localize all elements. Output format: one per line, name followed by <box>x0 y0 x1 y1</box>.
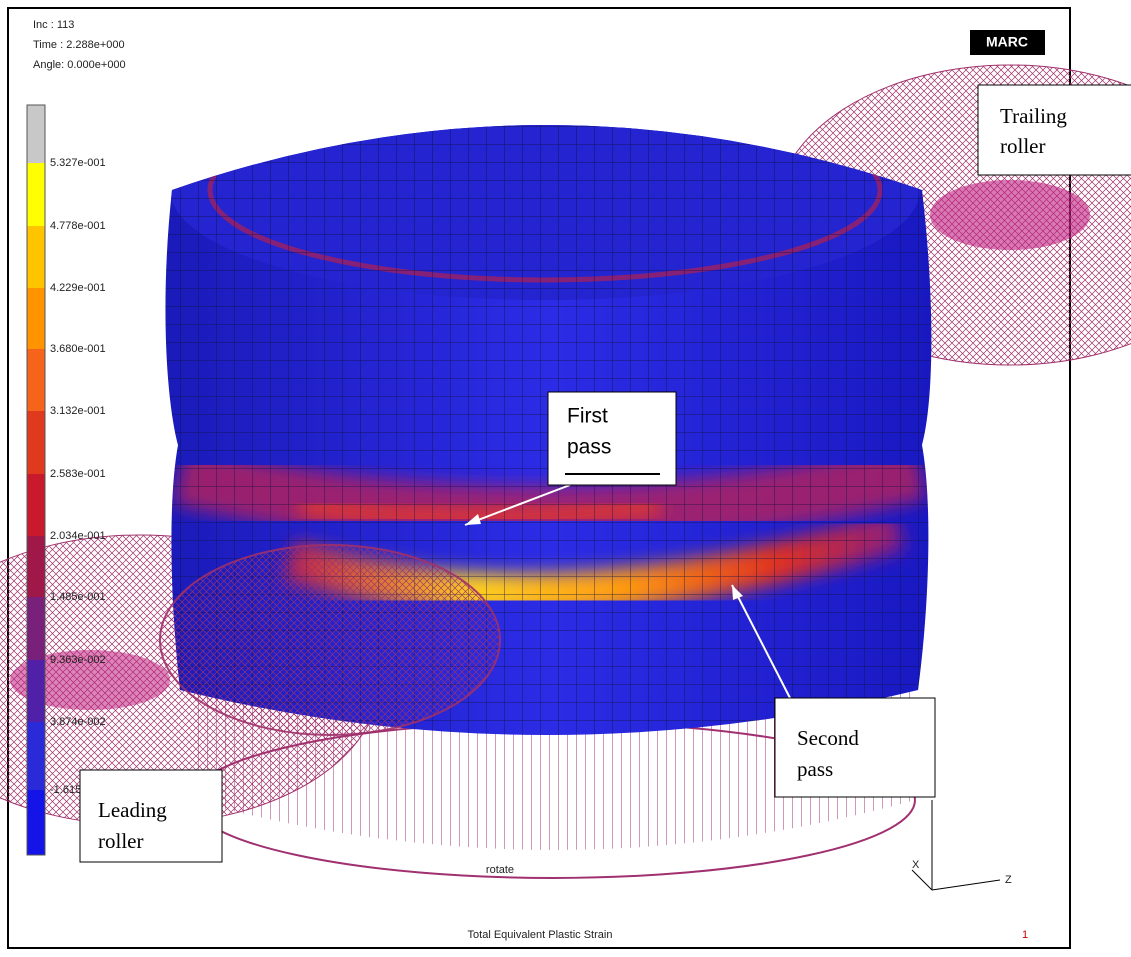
colorbar-segment <box>27 790 45 855</box>
trailing-roller-callout: Trailing roller <box>977 84 1131 176</box>
colorbar-segment <box>27 349 45 411</box>
annotation-text: roller <box>98 829 143 853</box>
mode-label: rotate <box>486 864 514 876</box>
annotation-text: Trailing <box>1000 104 1067 128</box>
colorbar-label: 1.485e-001 <box>50 591 106 603</box>
axis-label: X <box>912 859 920 871</box>
axes-triad: X Z <box>911 800 1012 891</box>
time-label: Time : 2.288e+000 <box>33 39 125 51</box>
colorbar-label: 5.327e-001 <box>50 157 106 169</box>
colorbar-segment <box>27 474 45 536</box>
colorbar-label: 9.363e-002 <box>50 654 106 666</box>
colorbar-label: 3.874e-002 <box>50 716 106 728</box>
leading-roller-front <box>159 544 501 736</box>
colorbar-label: 4.778e-001 <box>50 220 106 232</box>
colorbar-segment <box>27 597 45 660</box>
annotation-text: pass <box>797 757 833 781</box>
colorbar-label: 4.229e-001 <box>50 282 106 294</box>
colorbar-segment <box>27 105 45 163</box>
colorbar-segment <box>27 660 45 722</box>
second-pass-callout: Second pass <box>731 584 936 798</box>
variable-label: Total Equivalent Plastic Strain <box>468 929 613 941</box>
angle-label: Angle: 0.000e+000 <box>33 59 126 71</box>
annotation-text: First <box>567 405 608 428</box>
annotation-text: roller <box>1000 134 1045 158</box>
colorbar-segment <box>27 288 45 349</box>
axis-label: Z <box>1005 874 1012 886</box>
colorbar-segment <box>27 411 45 474</box>
logo-text: MARC <box>986 34 1028 50</box>
colorbar-label: 3.132e-001 <box>50 405 106 417</box>
annotation-text: Second <box>797 726 859 750</box>
annotation-text: pass <box>567 436 611 459</box>
colorbar-segment <box>27 226 45 288</box>
first-pass-callout: First pass <box>464 391 677 526</box>
annotation-text: Leading <box>98 798 167 822</box>
colorbar-segment <box>27 163 45 226</box>
logo: MARC <box>970 30 1045 55</box>
increment-label: Inc : 113 <box>33 19 74 31</box>
colorbar-label: 2.034e-001 <box>50 530 106 542</box>
colorbar-segment <box>27 536 45 597</box>
index-label: 1 <box>1022 929 1028 941</box>
leading-roller-callout: Leading roller <box>79 769 223 863</box>
colorbar-segment <box>27 722 45 790</box>
colorbar-label: 3.680e-001 <box>50 343 106 355</box>
colorbar-label: 2.583e-001 <box>50 468 106 480</box>
colorbar-frame <box>26 104 46 856</box>
